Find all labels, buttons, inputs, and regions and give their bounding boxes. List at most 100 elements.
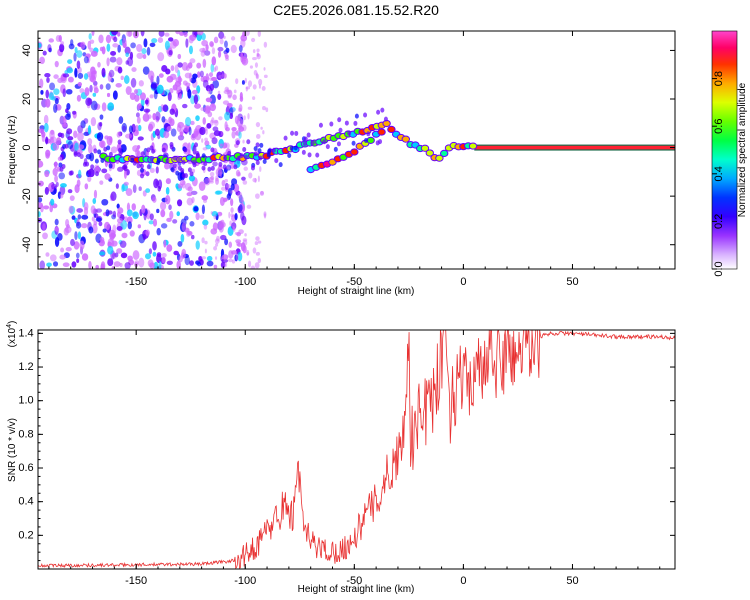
noise-blob — [223, 73, 227, 79]
noise-blob — [125, 52, 129, 57]
noise-blob — [160, 223, 168, 229]
noise-blob — [225, 142, 230, 149]
noise-blob — [212, 79, 220, 89]
noise-blob — [219, 143, 223, 147]
noise-blob — [250, 265, 256, 269]
noise-blob — [175, 31, 181, 35]
noise-blob — [99, 180, 104, 185]
noise-blob — [263, 74, 268, 79]
colorbar-tick-label: 0.4 — [713, 166, 725, 181]
noise-blob — [139, 92, 146, 101]
noise-blob — [185, 65, 190, 71]
noise-blob — [120, 252, 128, 259]
noise-blob — [227, 89, 233, 98]
noise-blob — [252, 96, 256, 101]
noise-blob — [80, 223, 88, 229]
noise-blob — [243, 166, 248, 171]
noise-blob — [200, 76, 205, 82]
noise-blob — [140, 31, 145, 37]
ridge-scatter — [250, 165, 255, 171]
noise-blob — [106, 43, 111, 52]
noise-blob — [202, 79, 209, 88]
noise-blob — [74, 46, 78, 54]
noise-blob — [116, 131, 121, 138]
noise-blob — [224, 54, 229, 59]
noise-blob — [115, 183, 119, 189]
noise-blob — [262, 106, 266, 111]
colorbar-gradient — [712, 31, 737, 269]
noise-blob — [39, 260, 45, 269]
noise-blob — [215, 190, 223, 195]
noise-blob — [72, 110, 77, 115]
ridge-scatter — [170, 167, 175, 173]
noise-blob — [119, 240, 127, 248]
noise-blob — [93, 189, 98, 199]
noise-blob — [221, 254, 229, 260]
ridge-scatter — [253, 151, 258, 157]
noise-blob — [83, 202, 89, 211]
noise-blob — [196, 31, 204, 36]
noise-blob — [125, 133, 133, 139]
noise-blob — [156, 227, 161, 236]
noise-blob — [136, 52, 144, 59]
noise-blob — [177, 183, 184, 189]
ridge-scatter — [183, 147, 188, 153]
noise-blob — [98, 221, 103, 227]
noise-blob — [241, 197, 244, 203]
noise-blob — [43, 122, 49, 133]
noise-blob — [38, 197, 43, 203]
y-tick-label: 20 — [21, 93, 33, 105]
colorbar-tick-label: 0.0 — [713, 261, 725, 276]
noise-blob — [109, 56, 117, 63]
noise-blob — [218, 131, 224, 138]
noise-blob — [184, 215, 189, 221]
ridge-scatter — [146, 147, 151, 153]
noise-blob — [182, 103, 188, 109]
noise-blob — [83, 73, 89, 80]
noise-blob — [67, 140, 74, 150]
noise-blob — [181, 222, 187, 232]
ridge-scatter — [243, 154, 248, 160]
noise-blob — [117, 31, 121, 37]
noise-blob — [204, 248, 207, 254]
noise-blob — [220, 261, 226, 269]
figure-title: C2E5.2026.081.15.52.R20 — [273, 2, 439, 18]
noise-blob — [236, 242, 243, 247]
noise-blob — [59, 193, 64, 199]
noise-blob — [202, 47, 206, 53]
noise-blob — [144, 99, 149, 105]
spectrogram-frame — [37, 30, 676, 270]
noise-blob — [185, 38, 189, 48]
noise-blob — [199, 70, 204, 78]
noise-blob — [234, 213, 238, 221]
noise-blob — [247, 112, 250, 120]
noise-blob — [206, 260, 214, 267]
noise-blob — [198, 181, 206, 192]
ridge-scatter — [325, 144, 330, 150]
noise-blob — [49, 205, 53, 213]
noise-blob — [238, 45, 243, 53]
noise-blob — [234, 254, 239, 262]
noise-blob — [205, 144, 212, 150]
noise-blob — [89, 47, 94, 53]
noise-blob — [176, 124, 182, 132]
noise-blob — [84, 87, 90, 97]
noise-blob — [199, 126, 206, 136]
noise-blob — [155, 111, 161, 121]
ridge-scatter — [266, 152, 271, 158]
noise-blob — [230, 222, 237, 230]
noise-blob — [156, 208, 160, 214]
noise-blob — [39, 78, 44, 89]
noise-blob — [224, 182, 229, 191]
noise-blob — [130, 42, 136, 49]
noise-blob — [95, 208, 103, 213]
noise-blob — [143, 108, 151, 113]
noise-blob — [167, 92, 172, 102]
noise-blob — [255, 73, 260, 80]
colorbar-tick-label: 0.8 — [713, 71, 725, 86]
noise-blob — [99, 84, 104, 90]
noise-blob — [256, 48, 260, 53]
noise-blob — [205, 97, 213, 103]
noise-blob — [219, 223, 225, 229]
x-tick-label: -100 — [234, 575, 256, 587]
